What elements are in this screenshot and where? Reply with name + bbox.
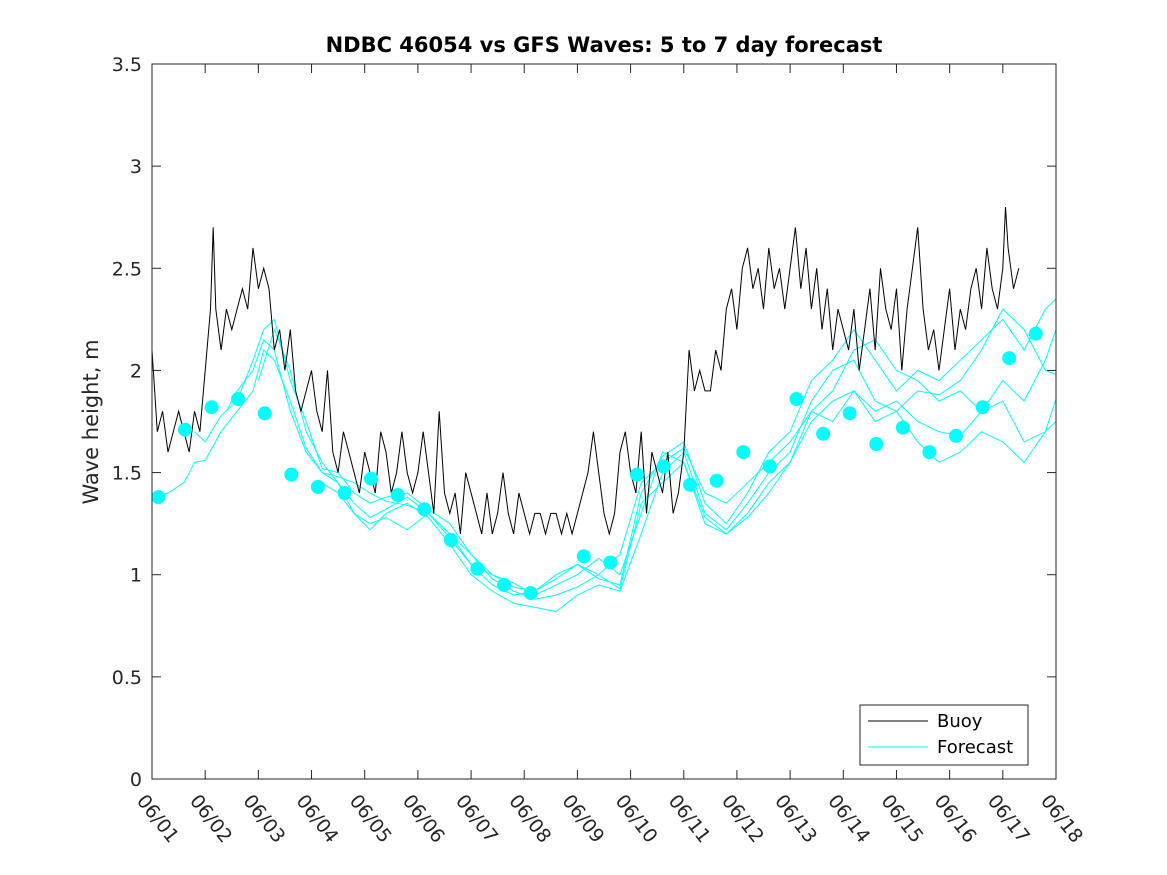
x-tick-label: 06/08 bbox=[504, 791, 555, 848]
x-tick-label: 06/15 bbox=[877, 791, 928, 848]
forecast-point bbox=[869, 437, 884, 451]
plot-frame bbox=[151, 63, 1057, 780]
forecast-point bbox=[922, 445, 937, 460]
forecast-point bbox=[656, 459, 671, 474]
legend-box bbox=[859, 704, 1029, 766]
x-tick-label: 06/06 bbox=[398, 791, 449, 848]
forecast-point bbox=[231, 392, 246, 406]
x-tick-label: 06/05 bbox=[345, 791, 396, 848]
y-tick-label: 2.5 bbox=[112, 258, 142, 280]
forecast-point bbox=[497, 577, 511, 592]
y-tick-label: 2 bbox=[130, 360, 142, 382]
x-tick-label: 06/16 bbox=[930, 791, 981, 848]
forecast-point bbox=[364, 471, 379, 486]
series-layer bbox=[151, 206, 1057, 613]
x-tick-label: 06/10 bbox=[611, 791, 662, 848]
y-tick-label: 0.5 bbox=[112, 667, 142, 689]
forecast-point bbox=[816, 426, 831, 441]
forecast-point bbox=[762, 459, 777, 474]
x-tick-label: 06/04 bbox=[292, 791, 343, 848]
forecast-point bbox=[975, 400, 990, 415]
forecast-point bbox=[576, 549, 591, 564]
forecast-point bbox=[1028, 326, 1043, 341]
legend: Buoy Forecast bbox=[859, 704, 1029, 766]
forecast-point bbox=[310, 479, 325, 494]
chart-title: NDBC 46054 vs GFS Waves: 5 to 7 day fore… bbox=[326, 33, 883, 57]
y-tick-label: 1 bbox=[130, 565, 142, 587]
forecast-point bbox=[949, 428, 963, 443]
buoy-line bbox=[151, 206, 1020, 536]
forecast-point bbox=[178, 422, 192, 437]
x-tick-label: 06/01 bbox=[132, 791, 183, 848]
legend-label-forecast: Forecast bbox=[937, 737, 1013, 758]
y-tick-label: 3.5 bbox=[112, 54, 142, 76]
y-tick-label: 0 bbox=[130, 769, 142, 791]
forecast-point bbox=[417, 502, 432, 517]
legend-label-buoy: Buoy bbox=[937, 711, 983, 732]
forecast-point bbox=[842, 406, 857, 421]
y-axis-label: Wave height, m bbox=[79, 339, 103, 504]
forecast-point bbox=[390, 488, 405, 502]
forecast-point bbox=[603, 555, 618, 570]
forecast-point bbox=[284, 467, 299, 482]
forecast-point bbox=[736, 445, 751, 460]
x-tick-label: 06/13 bbox=[770, 791, 821, 848]
forecast-point bbox=[443, 533, 458, 547]
x-tick-label: 06/02 bbox=[185, 791, 236, 848]
x-tick-label: 06/14 bbox=[823, 791, 874, 848]
y-tick-label: 1.5 bbox=[112, 463, 142, 485]
plot-area bbox=[152, 64, 1056, 779]
forecast-point bbox=[789, 392, 804, 406]
forecast-point bbox=[337, 486, 352, 500]
x-tick-label: 06/12 bbox=[717, 791, 768, 848]
forecast-point bbox=[709, 473, 724, 488]
x-tick-label: 06/11 bbox=[664, 791, 715, 848]
y-tick-label: 3 bbox=[130, 156, 142, 178]
forecast-point bbox=[257, 406, 272, 421]
forecast-point bbox=[630, 467, 644, 482]
forecast-point bbox=[204, 400, 219, 415]
x-tick-label: 06/18 bbox=[1036, 791, 1087, 848]
x-tick-label: 06/03 bbox=[238, 791, 289, 848]
forecast-point bbox=[151, 490, 166, 505]
forecast-run-line bbox=[257, 308, 1057, 613]
x-tick-label: 06/07 bbox=[451, 791, 502, 848]
forecast-point bbox=[895, 420, 910, 435]
forecast-point bbox=[523, 586, 538, 601]
forecast-point bbox=[470, 561, 485, 576]
forecast-run-line bbox=[151, 349, 1057, 592]
x-tick-label: 06/09 bbox=[557, 791, 608, 848]
forecast-point bbox=[683, 477, 698, 492]
x-tick-label: 06/17 bbox=[983, 791, 1034, 848]
forecast-point bbox=[1002, 351, 1017, 366]
